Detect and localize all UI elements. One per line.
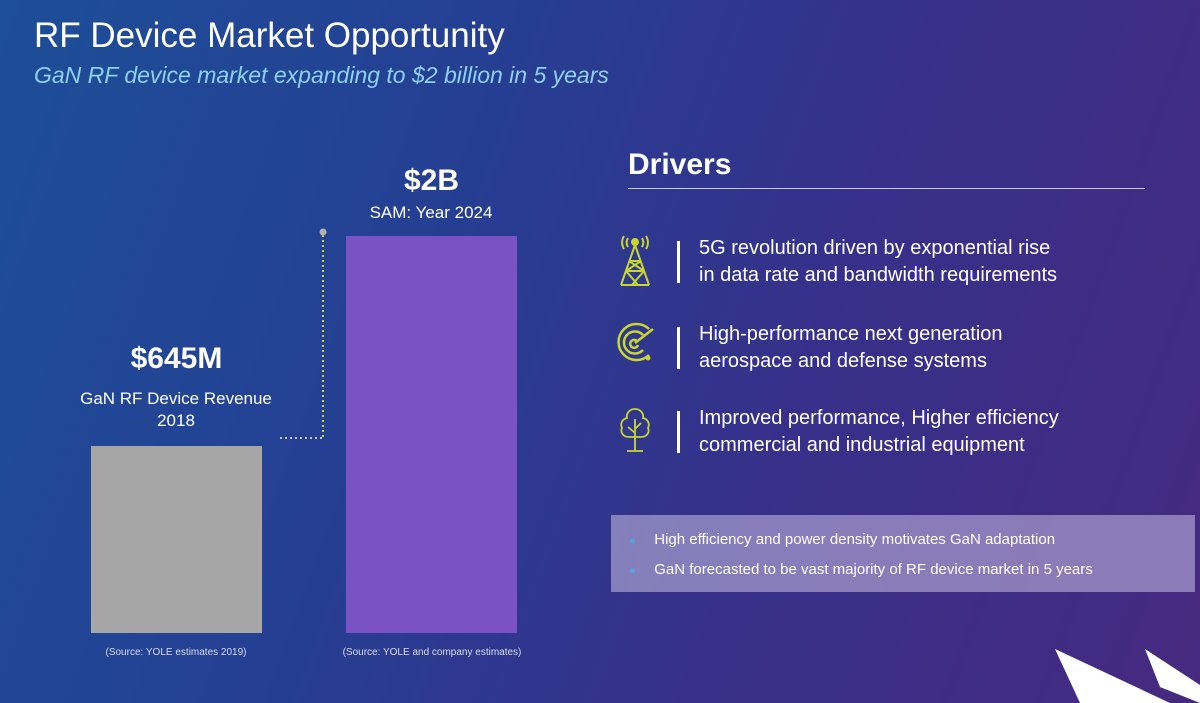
divider: [628, 188, 1145, 189]
company-logo: [1055, 649, 1200, 703]
category-label-2024: SAM: Year 2024: [369, 203, 493, 222]
driver-text: aerospace and defense systems: [699, 350, 987, 372]
key-points-box: ● High efficiency and power density motiv…: [611, 515, 1195, 592]
category-label-2018: GaN RF Device Revenue 2018: [80, 389, 272, 430]
tree-icon: [620, 408, 650, 452]
bullet-text: GaN forecasted to be vast majority of RF…: [654, 561, 1093, 578]
cell-tower-icon: [620, 235, 650, 286]
bar-2024: [346, 236, 517, 633]
bullet-text: High efficiency and power density motiva…: [654, 531, 1056, 548]
drivers-heading: Drivers: [628, 148, 732, 181]
driver-item: Improved performance, Higher efficiency c…: [615, 405, 1175, 465]
driver-text: in data rate and bandwidth requirements: [699, 264, 1058, 286]
slide-title: RF Device Market Opportunity: [34, 16, 505, 55]
separator: [677, 241, 680, 283]
source-note-2024: (Source: YOLE and company estimates): [342, 647, 522, 658]
growth-connector: [280, 228, 327, 439]
driver-text: Improved performance, Higher efficiency: [699, 407, 1059, 429]
driver-text: 5G revolution driven by exponential rise: [699, 237, 1051, 259]
bullet-item: ● GaN forecasted to be vast majority of R…: [629, 561, 1093, 578]
driver-item: 5G revolution driven by exponential rise…: [615, 235, 1175, 295]
value-label-2024: $2B: [403, 164, 460, 197]
radar-icon: [617, 322, 654, 362]
slide-subtitle: GaN RF device market expanding to $2 bil…: [34, 62, 609, 88]
driver-text: commercial and industrial equipment: [699, 434, 1025, 456]
bar-2018: [91, 446, 262, 633]
driver-text: High-performance next generation: [699, 323, 1003, 345]
source-note-2018: (Source: YOLE estimates 2019): [105, 647, 247, 658]
separator: [677, 327, 680, 369]
bullet-item: ● High efficiency and power density motiv…: [629, 531, 1056, 548]
value-label-2018: $645M: [130, 342, 223, 375]
separator: [677, 411, 680, 453]
driver-item: High-performance next generation aerospac…: [615, 321, 1175, 381]
